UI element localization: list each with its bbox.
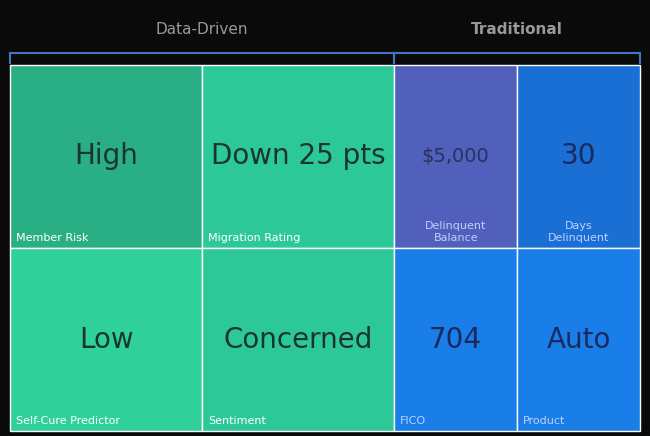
- Text: Days
Delinquent: Days Delinquent: [548, 221, 609, 243]
- Text: Product: Product: [523, 416, 566, 426]
- Text: Auto: Auto: [547, 326, 611, 354]
- Text: Sentiment: Sentiment: [208, 416, 266, 426]
- Text: Concerned: Concerned: [224, 326, 373, 354]
- Text: $5,000: $5,000: [422, 147, 489, 166]
- Bar: [395, 248, 517, 431]
- Text: 704: 704: [429, 326, 482, 354]
- Text: Member Risk: Member Risk: [16, 233, 88, 243]
- Text: FICO: FICO: [400, 416, 426, 426]
- Text: 30: 30: [561, 143, 596, 170]
- Bar: [202, 65, 395, 248]
- Text: Down 25 pts: Down 25 pts: [211, 143, 385, 170]
- Text: Self-Cure Predictor: Self-Cure Predictor: [16, 416, 120, 426]
- Bar: [202, 248, 395, 431]
- Text: Migration Rating: Migration Rating: [208, 233, 300, 243]
- Bar: [10, 65, 202, 248]
- Text: High: High: [74, 143, 138, 170]
- Bar: [10, 248, 202, 431]
- Text: Traditional: Traditional: [471, 22, 563, 37]
- Bar: [517, 65, 640, 248]
- Text: Low: Low: [79, 326, 133, 354]
- Bar: [395, 65, 517, 248]
- Bar: [517, 248, 640, 431]
- Text: Data-Driven: Data-Driven: [156, 22, 248, 37]
- Text: Delinquent
Balance: Delinquent Balance: [425, 221, 486, 243]
